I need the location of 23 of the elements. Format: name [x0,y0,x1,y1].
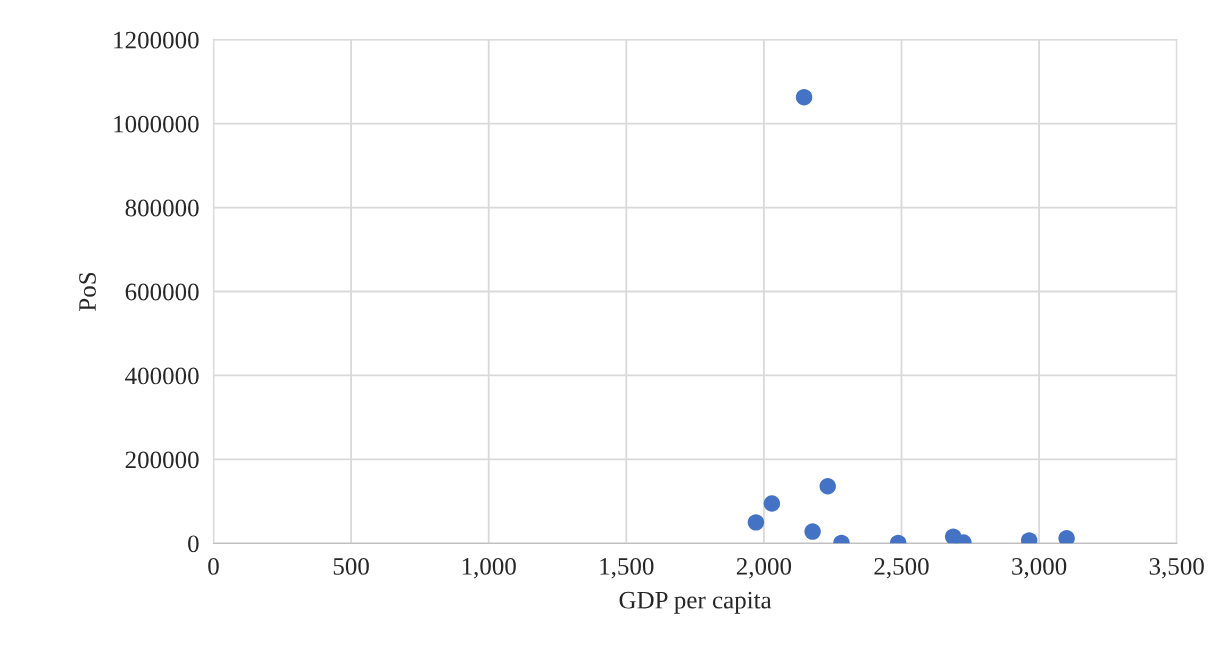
y-tick-label: 200000 [125,451,199,469]
x-tick-label: 3,500 [1149,557,1204,579]
point [747,514,765,531]
point [763,495,781,512]
x-tick-label: 1,500 [600,557,654,579]
point [795,88,813,106]
y-tick-label: 600000 [125,283,199,301]
point [804,523,821,540]
y-tick-label: 1200000 [114,31,199,49]
x-axis-title: GDP per capita [619,591,772,614]
x-tick-label: 500 [333,557,369,575]
x-tick-label: 2,500 [874,557,929,579]
point [1058,530,1075,544]
y-tick-label: 400000 [125,367,199,385]
y-tick-label: 800000 [125,199,199,217]
x-tick-label: 0 [208,557,219,575]
y-tick-label: 1000000 [114,115,199,133]
y-tick-label: 0 [188,535,199,553]
x-tick-label: 1,000 [462,557,516,579]
point [819,478,836,495]
y-axis-title: PoS [79,272,96,311]
x-tick-label: 3,000 [1012,557,1067,579]
x-tick-label: 2,000 [736,557,792,579]
